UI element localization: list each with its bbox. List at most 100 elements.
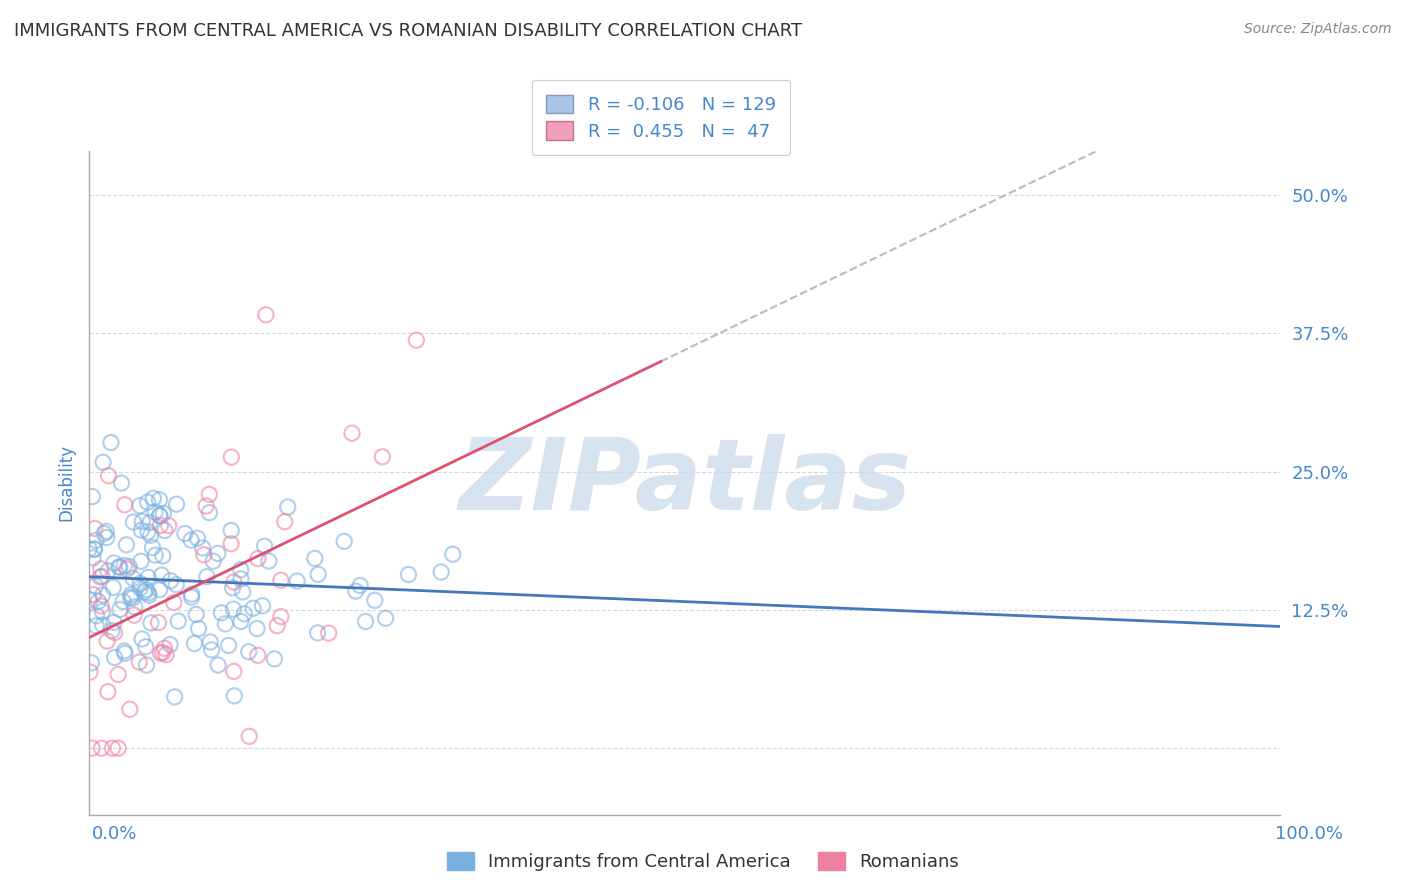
Point xyxy=(93,526,115,541)
Point xyxy=(222,575,245,590)
Point xyxy=(257,554,280,568)
Point xyxy=(97,684,120,698)
Point xyxy=(110,476,132,491)
Point xyxy=(91,618,114,632)
Point xyxy=(135,582,157,597)
Point xyxy=(143,548,166,562)
Point xyxy=(132,585,155,599)
Point xyxy=(83,542,105,557)
Point xyxy=(209,606,232,620)
Point xyxy=(180,533,202,548)
Point xyxy=(91,604,114,618)
Point xyxy=(100,435,122,450)
Point xyxy=(77,541,100,556)
Point xyxy=(153,641,176,656)
Point xyxy=(238,645,260,659)
Point xyxy=(136,495,159,509)
Point xyxy=(180,587,202,601)
Point xyxy=(149,508,172,523)
Point xyxy=(80,656,103,670)
Point xyxy=(131,523,153,537)
Point xyxy=(97,468,120,483)
Point xyxy=(91,569,114,583)
Point xyxy=(89,570,111,584)
Point xyxy=(221,581,243,595)
Point xyxy=(114,498,136,512)
Point xyxy=(149,518,172,533)
Point xyxy=(96,524,118,539)
Point xyxy=(138,570,160,584)
Point xyxy=(270,609,292,624)
Point xyxy=(222,665,245,679)
Point xyxy=(285,574,308,588)
Point xyxy=(167,614,190,628)
Point xyxy=(87,594,110,608)
Point xyxy=(202,554,225,568)
Point xyxy=(150,568,173,582)
Point xyxy=(229,563,252,577)
Legend: R = -0.106   N = 129, R =  0.455   N =  47: R = -0.106 N = 129, R = 0.455 N = 47 xyxy=(531,80,790,155)
Point xyxy=(90,741,112,756)
Point xyxy=(214,616,236,631)
Point xyxy=(430,565,453,579)
Point xyxy=(229,572,252,586)
Point xyxy=(183,636,205,650)
Point xyxy=(108,560,131,574)
Point xyxy=(165,577,187,591)
Point xyxy=(122,515,145,529)
Point xyxy=(187,622,209,636)
Point xyxy=(120,588,142,602)
Y-axis label: Disability: Disability xyxy=(58,444,75,521)
Point xyxy=(96,634,118,648)
Point xyxy=(152,549,174,563)
Text: Source: ZipAtlas.com: Source: ZipAtlas.com xyxy=(1244,22,1392,37)
Point xyxy=(136,586,159,600)
Point xyxy=(270,574,292,588)
Point xyxy=(139,516,162,530)
Point xyxy=(148,492,170,507)
Point xyxy=(219,537,242,551)
Point xyxy=(131,632,153,646)
Point xyxy=(318,626,340,640)
Point xyxy=(340,426,363,441)
Point xyxy=(219,524,242,538)
Point xyxy=(186,607,208,622)
Point xyxy=(233,607,256,621)
Point xyxy=(253,539,276,553)
Point xyxy=(344,584,367,599)
Point xyxy=(112,558,135,573)
Point xyxy=(131,515,153,529)
Point xyxy=(103,581,125,595)
Point xyxy=(195,499,218,513)
Point xyxy=(103,615,125,630)
Point xyxy=(200,643,222,657)
Point xyxy=(221,450,243,465)
Point xyxy=(195,570,218,584)
Point xyxy=(124,599,146,614)
Point xyxy=(135,658,157,673)
Point xyxy=(153,524,176,538)
Point xyxy=(277,500,299,514)
Point xyxy=(138,588,160,602)
Point xyxy=(82,741,104,756)
Point xyxy=(266,618,288,632)
Point xyxy=(79,593,101,607)
Point xyxy=(333,534,356,549)
Point xyxy=(107,667,129,681)
Point xyxy=(252,599,274,613)
Text: 100.0%: 100.0% xyxy=(1275,825,1343,843)
Point xyxy=(122,608,145,623)
Point xyxy=(307,567,329,582)
Point xyxy=(136,524,159,539)
Legend: Immigrants from Central America, Romanians: Immigrants from Central America, Romania… xyxy=(440,845,966,879)
Point xyxy=(139,528,162,542)
Point xyxy=(218,639,240,653)
Point xyxy=(83,542,105,557)
Point xyxy=(84,579,107,593)
Point xyxy=(112,644,135,658)
Point xyxy=(163,595,186,609)
Point xyxy=(79,665,101,679)
Point xyxy=(232,585,254,599)
Point xyxy=(152,646,174,660)
Point xyxy=(128,655,150,669)
